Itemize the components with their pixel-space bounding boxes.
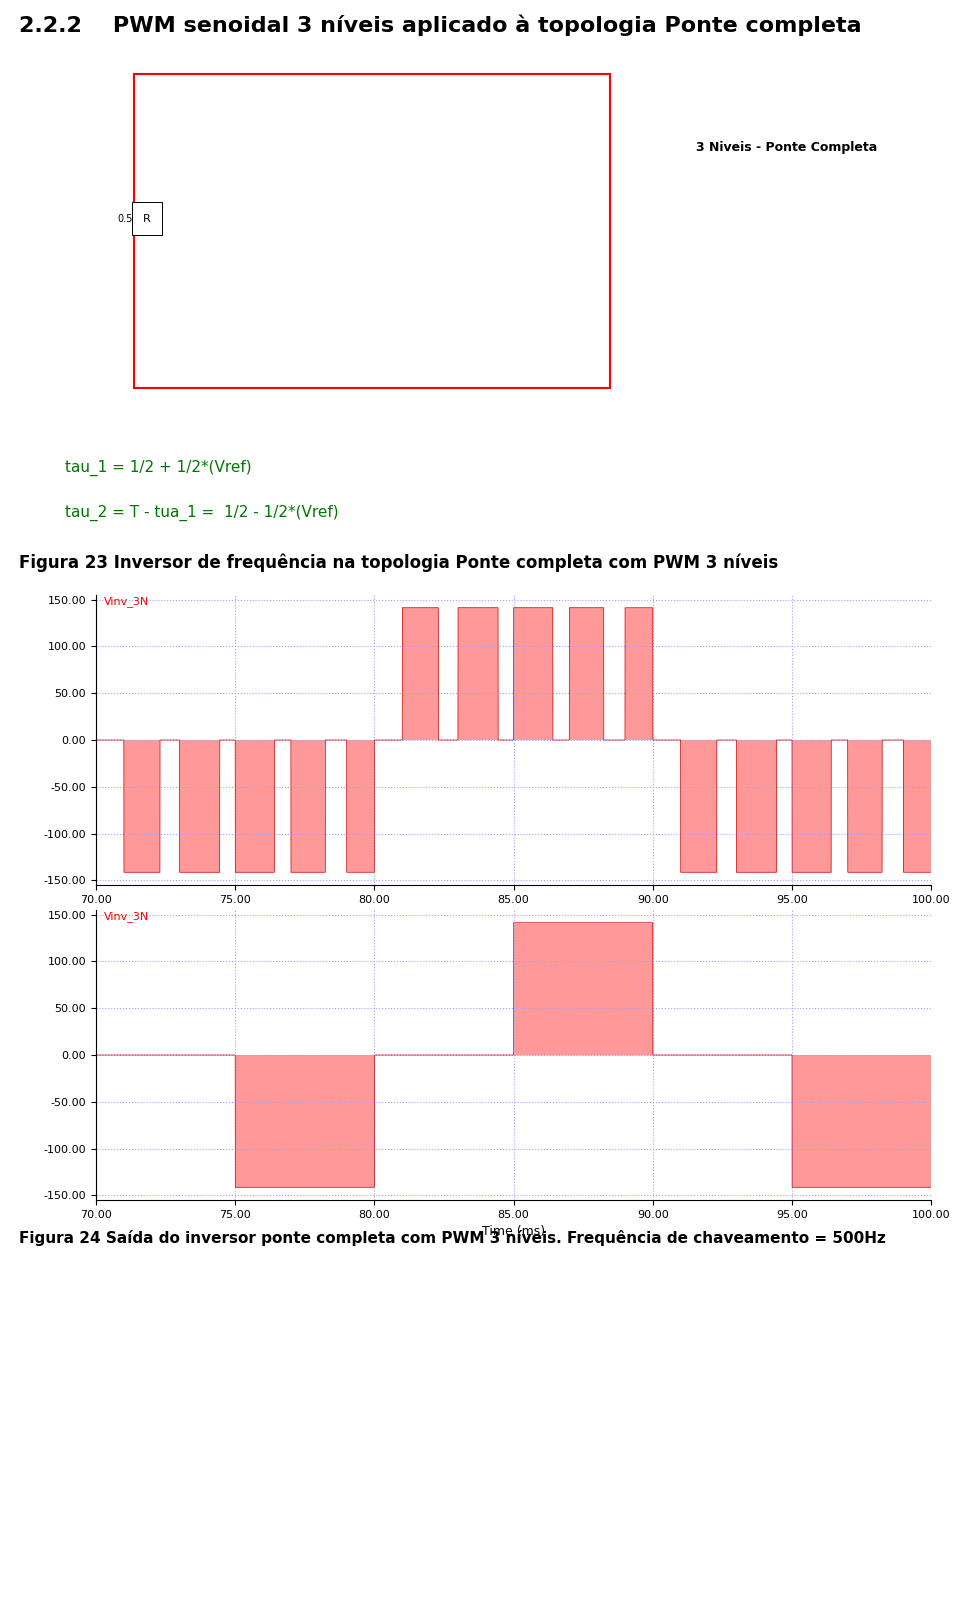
Text: Vinv_3N: Vinv_3N [105,596,150,608]
Text: R: R [143,213,151,223]
Text: 3 Niveis - Ponte Completa: 3 Niveis - Ponte Completa [696,141,877,154]
Text: Vinv_3N: Vinv_3N [105,911,150,922]
Text: tau_1 = 1/2 + 1/2*(Vref): tau_1 = 1/2 + 1/2*(Vref) [65,460,252,476]
X-axis label: Time (ms): Time (ms) [482,1225,545,1238]
Text: 2.2.2    PWM senoidal 3 níveis aplicado à topologia Ponte completa: 2.2.2 PWM senoidal 3 níveis aplicado à t… [19,14,862,35]
FancyBboxPatch shape [65,74,895,407]
Text: Figura 24 Saída do inversor ponte completa com PWM 3 níveis. Frequência de chave: Figura 24 Saída do inversor ponte comple… [19,1230,886,1246]
Text: tau_2 = T - tua_1 =  1/2 - 1/2*(Vref): tau_2 = T - tua_1 = 1/2 - 1/2*(Vref) [65,505,339,521]
Text: Figura 23 Inversor de frequência na topologia Ponte completa com PWM 3 níveis: Figura 23 Inversor de frequência na topo… [19,553,779,572]
FancyBboxPatch shape [134,74,610,388]
Text: 0.5: 0.5 [117,213,132,223]
